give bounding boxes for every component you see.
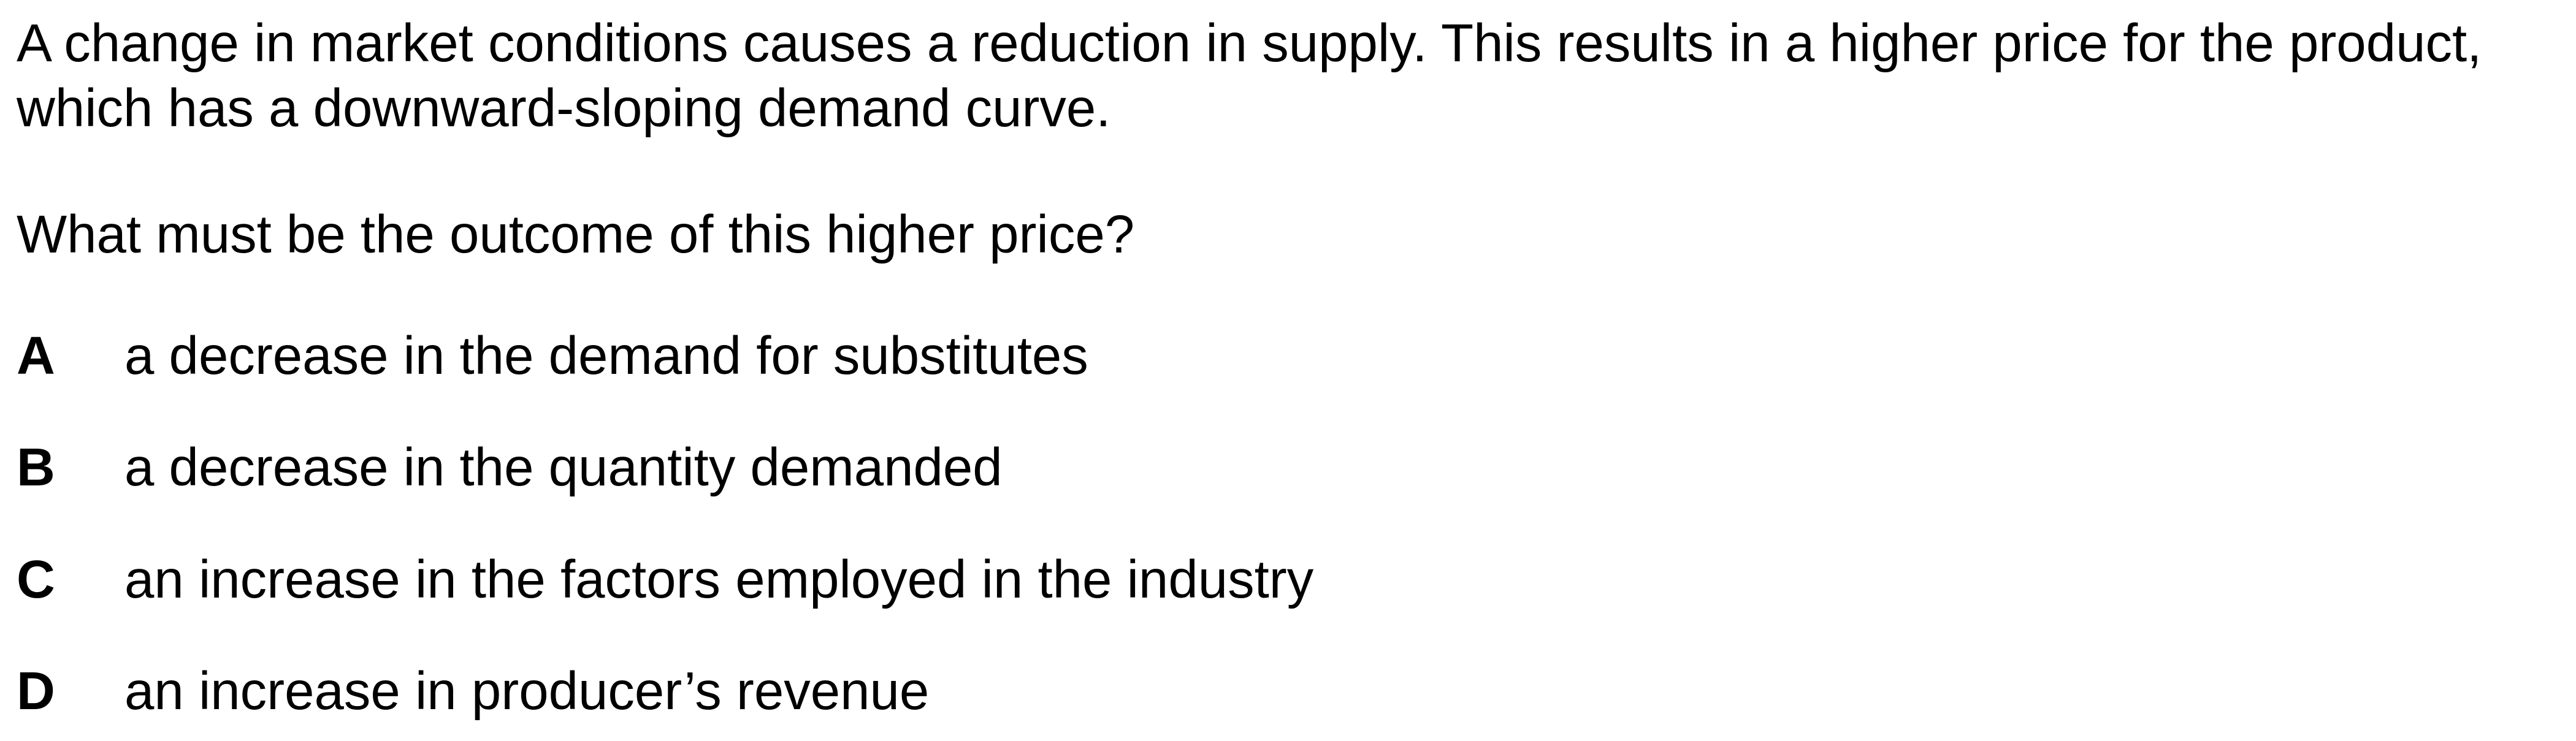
- option-d-text: an increase in producer’s revenue: [124, 659, 929, 724]
- question-prompt: What must be the outcome of this higher …: [17, 202, 1134, 267]
- option-c-text: an increase in the factors employed in t…: [124, 547, 1313, 612]
- option-a-text: a decrease in the demand for substitutes: [124, 324, 1088, 389]
- option-b-text: a decrease in the quantity demanded: [124, 435, 1003, 500]
- option-b-letter: B: [17, 435, 55, 500]
- option-d-letter: D: [17, 659, 55, 724]
- option-c-letter: C: [17, 547, 55, 612]
- question-stem: A change in market conditions causes a r…: [17, 11, 2543, 141]
- option-a-letter: A: [17, 324, 55, 389]
